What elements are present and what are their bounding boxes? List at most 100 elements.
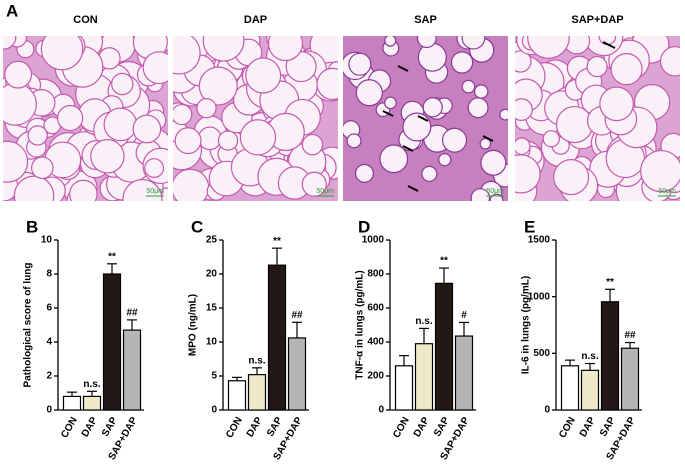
- alveolus: [461, 36, 486, 50]
- y-tick-label: 400: [367, 337, 384, 348]
- y-tick-label: 2: [46, 371, 52, 382]
- significance-label: n.s.: [581, 351, 598, 362]
- image-label: DAP: [244, 14, 267, 26]
- alveolus: [659, 46, 680, 77]
- alveolus: [450, 51, 474, 74]
- alveolus: [111, 72, 134, 96]
- bar: [580, 369, 600, 411]
- alveolus: [198, 66, 238, 106]
- y-tick-label: 0: [211, 405, 217, 416]
- alveolus: [384, 36, 397, 47]
- histology-image: [515, 36, 680, 201]
- y-tick-label: 10: [206, 337, 218, 348]
- alveolus: [402, 112, 432, 142]
- alveolus: [103, 107, 138, 142]
- x-tick-label: CON: [59, 415, 80, 440]
- bar: [414, 343, 434, 411]
- alveolus: [422, 97, 443, 118]
- bar: [102, 273, 122, 411]
- alveolus: [69, 179, 98, 201]
- alveolus: [173, 103, 193, 126]
- alveolus: [610, 53, 643, 86]
- alveolus: [441, 127, 468, 153]
- bar: [62, 395, 82, 411]
- panel-label: A: [6, 1, 18, 20]
- significance-label: n.s.: [83, 379, 100, 390]
- alveolus: [4, 60, 33, 89]
- alveolus: [542, 130, 560, 148]
- alveolus: [499, 108, 508, 121]
- alveolus: [27, 125, 48, 146]
- alveolus: [421, 165, 438, 182]
- significance-label: **: [606, 277, 614, 288]
- scale-bar-label: 50μm: [486, 188, 504, 195]
- arrow: [402, 145, 414, 152]
- significance-label: ##: [624, 330, 636, 341]
- histology-image: [343, 36, 508, 201]
- alveolus: [467, 97, 489, 119]
- bar: [267, 264, 287, 411]
- alveolus: [599, 86, 634, 122]
- alveolus: [245, 57, 282, 94]
- panel-label: E: [524, 217, 535, 236]
- x-tick-label: SAP: [598, 415, 618, 439]
- y-axis-label: TNF-α in lungs (pg/mL): [355, 270, 366, 379]
- image-label: SAP: [414, 14, 437, 26]
- x-tick-label: DAP: [245, 415, 265, 439]
- alveolus: [316, 67, 338, 101]
- alveolus: [13, 175, 55, 201]
- alveolus: [640, 149, 680, 193]
- y-tick-label: 8: [46, 269, 52, 280]
- arrow: [407, 185, 419, 192]
- image-label: SAP+DAP: [571, 14, 623, 26]
- histology-image: [173, 36, 338, 201]
- alveolus: [527, 36, 570, 59]
- arrow: [602, 41, 616, 49]
- bar: [82, 395, 102, 411]
- y-axis-label: Pathological score of lung: [23, 262, 34, 387]
- alveolus: [174, 127, 202, 155]
- panel-label: C: [191, 217, 203, 236]
- alveolus: [173, 36, 201, 75]
- alveolus: [470, 188, 491, 201]
- y-tick-label: 10: [41, 235, 53, 246]
- panel-label: D: [358, 217, 370, 236]
- y-tick-label: 0: [378, 405, 384, 416]
- alveolus: [354, 163, 374, 183]
- alveolus: [301, 133, 324, 156]
- significance-label: n.s.: [415, 316, 432, 327]
- tissue: [173, 36, 338, 201]
- x-tick-label: DAP: [578, 415, 598, 439]
- alveolus: [348, 52, 372, 76]
- bar: [287, 337, 307, 411]
- histology-image: [3, 36, 168, 201]
- bar: [122, 329, 142, 411]
- alveolus: [438, 153, 452, 167]
- y-tick-label: 4: [46, 337, 52, 348]
- alveolus: [417, 42, 447, 72]
- alveolus: [515, 50, 532, 73]
- y-tick-label: 600: [367, 303, 384, 314]
- significance-label: n.s.: [248, 355, 265, 366]
- bar: [454, 335, 474, 411]
- y-tick-label: 0: [544, 405, 550, 416]
- x-tick-label: DAP: [80, 415, 100, 439]
- alveolus: [144, 158, 165, 178]
- scale-bar-label: 50μm: [146, 188, 164, 195]
- y-tick-label: 1000: [362, 235, 385, 246]
- alveolus: [379, 144, 409, 174]
- x-tick-label: SAP: [265, 415, 285, 439]
- alveolus: [202, 36, 245, 62]
- alveolus: [3, 36, 17, 50]
- panel-label: B: [26, 217, 38, 236]
- arrow: [397, 65, 409, 72]
- alveolus: [461, 79, 476, 94]
- alveolus: [217, 130, 239, 151]
- alveolus: [31, 156, 54, 180]
- arrow: [382, 110, 394, 117]
- alveolus: [515, 154, 541, 194]
- tissue: [343, 36, 508, 201]
- alveolus: [196, 97, 217, 119]
- y-axis-label: IL-6 in lungs (pg/mL): [521, 276, 532, 374]
